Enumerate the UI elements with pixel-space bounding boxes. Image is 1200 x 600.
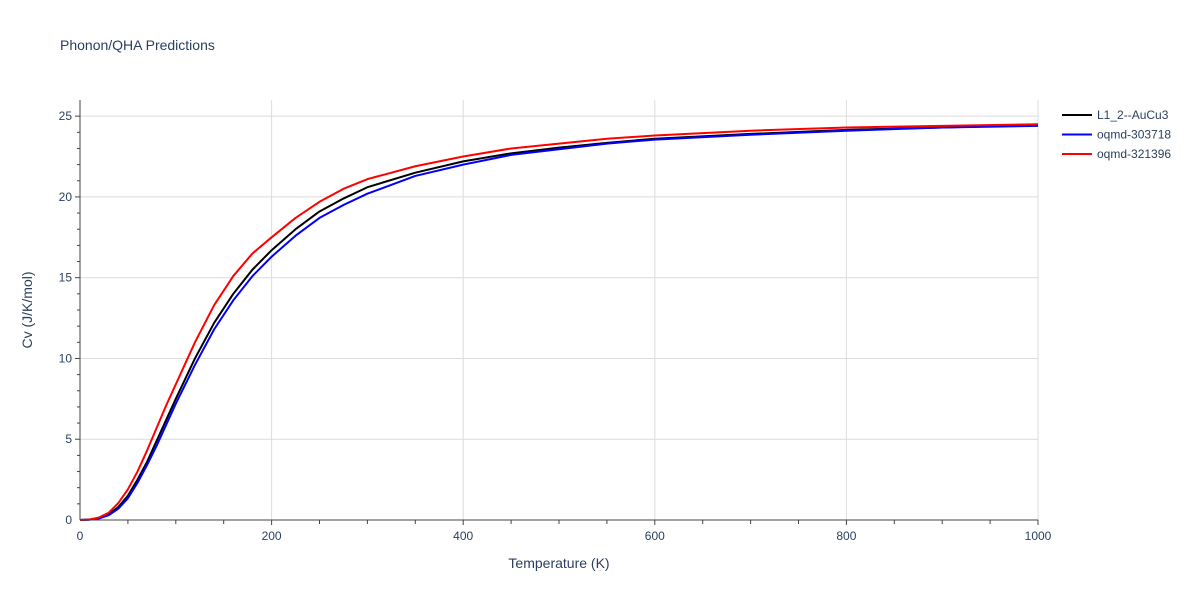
legend-label-1: oqmd-303718 — [1097, 128, 1171, 142]
x-tick-label: 800 — [836, 529, 856, 543]
x-tick-label: 400 — [453, 529, 473, 543]
x-axis-title: Temperature (K) — [508, 555, 609, 571]
x-tick-label: 600 — [645, 529, 665, 543]
y-axis-title: Cv (J/K/mol) — [19, 272, 35, 349]
plot-area — [79, 123, 1039, 521]
chart-title: Phonon/QHA Predictions — [60, 37, 215, 53]
y-tick-label: 5 — [65, 432, 72, 446]
series-line-0 — [79, 124, 1039, 521]
x-tick-label: 1000 — [1025, 529, 1052, 543]
x-tick-label: 0 — [77, 529, 84, 543]
y-tick-label: 15 — [59, 271, 73, 285]
y-tick-label: 25 — [59, 109, 73, 123]
legend-label-0: L1_2--AuCu3 — [1097, 108, 1169, 122]
y-tick-label: 10 — [59, 351, 73, 365]
series-line-2 — [79, 123, 1039, 521]
y-tick-label: 0 — [65, 513, 72, 527]
legend-label-2: oqmd-321396 — [1097, 147, 1171, 161]
series-line-1 — [79, 124, 1039, 521]
axes: 0 200 400 600 800 1000 0 5 10 15 20 25 — [59, 100, 1052, 543]
x-tick-label: 200 — [262, 529, 282, 543]
y-tick-label: 20 — [59, 190, 73, 204]
legend: L1_2--AuCu3 oqmd-303718 oqmd-321396 — [1062, 108, 1171, 161]
gridlines — [80, 100, 1039, 520]
